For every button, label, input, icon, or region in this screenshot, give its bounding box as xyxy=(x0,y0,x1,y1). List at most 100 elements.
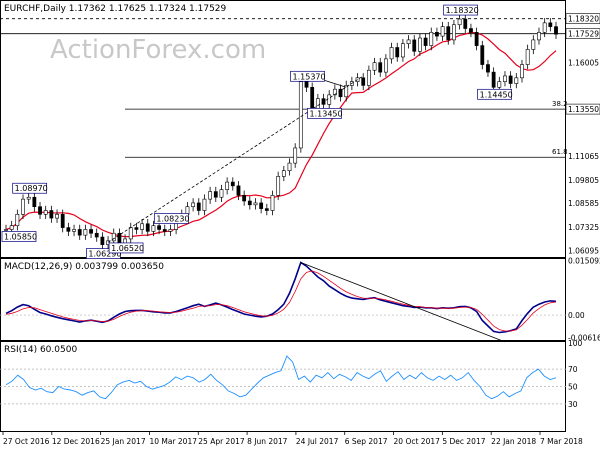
candle xyxy=(406,35,411,49)
svg-text:1.08585: 1.08585 xyxy=(568,199,599,208)
svg-text:1.09805: 1.09805 xyxy=(568,176,599,185)
price-tick-label: 1.06095 xyxy=(568,246,599,255)
svg-text:1.11065: 1.11065 xyxy=(568,152,599,161)
candle xyxy=(457,14,462,30)
svg-text:1.06290: 1.06290 xyxy=(88,250,121,259)
macd-trendline xyxy=(300,262,506,343)
price-label: 1.08970 xyxy=(12,182,48,194)
x-tick-label: 20 Oct 2017 xyxy=(394,437,441,446)
svg-text:1.13550: 1.13550 xyxy=(568,105,599,114)
candle xyxy=(548,18,553,32)
fib-label: 61.8 xyxy=(552,148,568,156)
svg-text:1.18320: 1.18320 xyxy=(446,6,479,15)
svg-text:1.08970: 1.08970 xyxy=(15,184,48,193)
svg-text:1.18320: 1.18320 xyxy=(568,15,599,24)
candle xyxy=(253,198,258,210)
x-tick-label: 12 Dec 2016 xyxy=(52,437,100,446)
x-tick-label: 27 Oct 2016 xyxy=(3,437,50,446)
moving-average-line xyxy=(5,31,557,238)
rsi-tick-label: 100 xyxy=(568,339,583,348)
candle xyxy=(486,59,490,77)
candle xyxy=(372,57,377,75)
price-trendline xyxy=(107,75,364,243)
candle xyxy=(474,27,479,51)
candle xyxy=(191,198,196,212)
candle xyxy=(446,21,451,45)
candle xyxy=(32,192,37,212)
candle xyxy=(293,143,298,168)
candle xyxy=(287,158,292,176)
svg-text:1.16005: 1.16005 xyxy=(568,59,599,68)
candle xyxy=(542,18,547,38)
candle xyxy=(537,27,541,45)
price-label: 1.13450 xyxy=(307,108,343,119)
svg-text:1.07325: 1.07325 xyxy=(568,223,599,232)
x-tick-label: 24 Jul 2017 xyxy=(296,437,339,446)
price-tick-label: 1.13550 xyxy=(565,103,600,115)
price-label: 1.14450 xyxy=(477,88,513,100)
candle xyxy=(242,190,247,206)
price-tick-label: 1.08585 xyxy=(568,199,599,208)
candle xyxy=(554,21,558,39)
macd-tick-label: -0.006163 xyxy=(568,333,600,342)
candle xyxy=(452,20,456,45)
x-tick-label: 10 Mar 2017 xyxy=(149,437,197,446)
candle xyxy=(77,224,82,240)
candle xyxy=(366,65,371,91)
macd-tick-label: 0.015092 xyxy=(568,256,600,265)
price-tick-label: 1.09805 xyxy=(568,176,599,185)
rsi-tick-label: 50 xyxy=(568,383,578,392)
candle xyxy=(202,194,207,216)
candle xyxy=(469,23,473,38)
price-label: 1.06290 xyxy=(86,248,121,259)
svg-text:1.06520: 1.06520 xyxy=(111,244,144,253)
macd-title: MACD(12,26,9) 0.003799 0.003650 xyxy=(4,262,164,272)
svg-text:1.06095: 1.06095 xyxy=(568,246,599,255)
price-panel-frame xyxy=(0,0,566,258)
price-label: 1.18320 xyxy=(443,4,479,16)
macd-panel-frame xyxy=(0,258,566,341)
candle xyxy=(208,186,213,204)
price-tick-label: 1.17529 xyxy=(565,28,600,39)
x-tick-label: 25 Apr 2017 xyxy=(198,437,245,446)
candle xyxy=(480,40,485,70)
candle xyxy=(230,177,235,191)
candle xyxy=(145,219,150,237)
candle xyxy=(66,222,71,237)
svg-text:1.08230: 1.08230 xyxy=(156,214,189,223)
price-label: 1.15370 xyxy=(290,70,326,82)
candle xyxy=(213,186,218,202)
candle xyxy=(162,224,167,237)
candle xyxy=(508,71,513,89)
candle xyxy=(389,42,394,64)
candle xyxy=(338,84,343,102)
candle xyxy=(525,44,530,70)
candle xyxy=(344,80,349,102)
candle xyxy=(412,35,417,57)
candle xyxy=(378,57,383,77)
candle xyxy=(83,224,88,240)
candle xyxy=(281,165,286,182)
candle xyxy=(94,228,99,242)
watermark: ActionForex.com xyxy=(50,35,266,65)
x-tick-label: 8 Jun 2017 xyxy=(247,437,288,446)
candle xyxy=(225,177,230,195)
candle xyxy=(134,222,139,235)
candle xyxy=(440,21,445,41)
candle xyxy=(298,76,303,153)
x-tick-label: 25 Jan 2017 xyxy=(101,437,146,446)
candle xyxy=(259,198,264,214)
price-label: 1.06520 xyxy=(108,242,144,254)
candle xyxy=(264,203,269,216)
rsi-tick-label: 70 xyxy=(568,365,578,374)
candle xyxy=(196,198,201,216)
svg-text:1.05850: 1.05850 xyxy=(4,232,37,241)
candle xyxy=(361,73,366,91)
price-tick-label: 1.07325 xyxy=(568,223,599,232)
x-tick-label: 22 Jan 2018 xyxy=(491,437,536,446)
macd-signal-line xyxy=(5,270,557,332)
x-tick-label: 6 Sep 2017 xyxy=(345,437,388,446)
price-tick-label: 1.11065 xyxy=(568,152,599,161)
